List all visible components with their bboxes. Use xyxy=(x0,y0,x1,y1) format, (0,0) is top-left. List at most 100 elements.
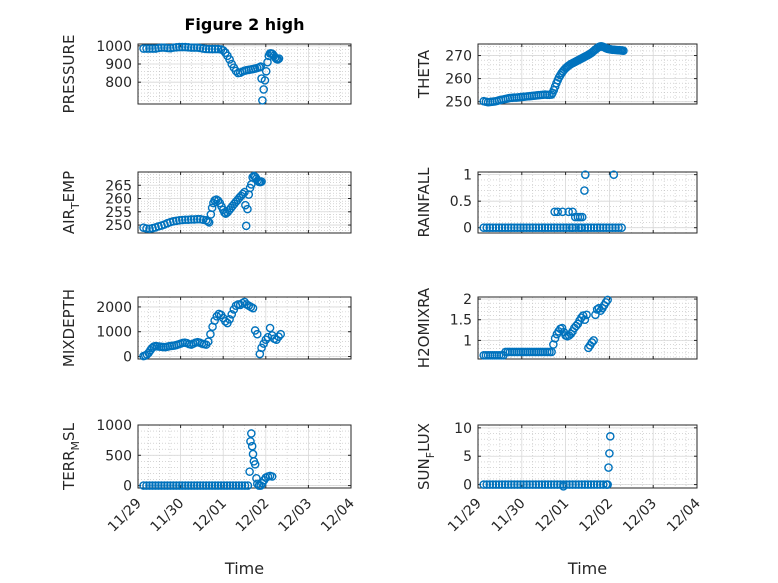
data-point xyxy=(183,215,193,225)
data-point xyxy=(221,317,230,326)
data-point xyxy=(546,223,556,232)
x-axis-label: Time xyxy=(567,559,607,578)
data-point xyxy=(558,207,567,217)
data-point xyxy=(201,481,211,490)
data-point xyxy=(195,481,205,490)
data-point xyxy=(169,481,178,490)
data-point xyxy=(580,223,590,232)
y-axis-label: SUNFLUX xyxy=(415,423,437,490)
data-point xyxy=(169,43,178,52)
data-point xyxy=(145,44,154,53)
data-point xyxy=(528,480,538,489)
y-tick-label: 900 xyxy=(105,57,132,73)
axes-6: 1 1.5 2 H2OMIXRA xyxy=(415,287,698,368)
data-point xyxy=(552,223,562,232)
data-point xyxy=(482,480,492,489)
y-tick-label: 2 xyxy=(463,292,472,308)
axes-box xyxy=(477,296,698,360)
data-point xyxy=(510,223,519,232)
data-point xyxy=(537,223,547,232)
y-tick-label: 0 xyxy=(463,478,472,494)
data-point xyxy=(247,429,256,438)
data-point xyxy=(180,42,190,52)
data-point xyxy=(261,66,271,76)
data-point xyxy=(227,310,237,319)
data-point xyxy=(219,481,229,490)
y-axis-label: TERRMSL xyxy=(60,422,82,491)
data-point xyxy=(506,223,516,232)
data-point xyxy=(525,223,534,232)
data-point xyxy=(172,42,181,52)
data-point xyxy=(240,187,249,197)
axes-8: 0 5 10 SUNFLUX 11/29 11/30 12/01 12/02 12/03 12/0… xyxy=(415,421,704,578)
data-point xyxy=(145,481,154,490)
data-point xyxy=(516,480,525,489)
data-point xyxy=(488,223,498,232)
data-point xyxy=(589,336,598,345)
data-point xyxy=(246,437,255,446)
data-point xyxy=(234,481,244,490)
data-point xyxy=(192,214,202,224)
y-tick-label: 265 xyxy=(105,178,132,194)
y-tick-label: 0 xyxy=(123,479,132,495)
data-point xyxy=(178,215,187,225)
data-point xyxy=(608,223,617,232)
data-point xyxy=(482,223,492,232)
x-tick-label: 11/29 xyxy=(105,496,145,536)
x-tick-label: 11/30 xyxy=(148,496,188,536)
data-point xyxy=(603,480,612,489)
data-point xyxy=(556,223,565,232)
data-point xyxy=(603,295,612,305)
axes-5: 0 1000 2000 MIXDEPTH xyxy=(60,289,352,367)
data-point xyxy=(503,480,513,489)
chart-title: Figure 2 high xyxy=(185,15,305,34)
data-point xyxy=(183,42,193,52)
data-point xyxy=(568,480,577,489)
data-point xyxy=(213,44,223,54)
data-point xyxy=(189,215,199,224)
data-point xyxy=(582,310,591,320)
data-point xyxy=(543,223,553,232)
x-tick-label: 11/29 xyxy=(445,496,485,536)
data-point xyxy=(142,224,151,233)
data-point xyxy=(260,76,270,85)
data-point xyxy=(225,315,234,324)
data-point xyxy=(571,223,580,232)
data-point xyxy=(540,480,550,489)
data-point xyxy=(513,480,522,489)
data-point xyxy=(210,481,220,490)
data-point xyxy=(238,189,248,199)
data-point xyxy=(580,315,590,325)
x-tick-label: 12/02 xyxy=(576,496,616,536)
data-point xyxy=(591,310,600,320)
data-point xyxy=(497,480,507,489)
data-point xyxy=(142,44,151,53)
data-point xyxy=(257,177,266,186)
data-point xyxy=(207,203,217,213)
y-axis-label: PRESSURE xyxy=(60,35,78,114)
axes-box xyxy=(137,43,352,105)
data-point xyxy=(510,480,519,489)
data-point xyxy=(516,223,525,232)
axes-box xyxy=(137,171,352,234)
data-point xyxy=(274,332,283,341)
data-point xyxy=(592,480,602,489)
data-point xyxy=(553,207,563,217)
data-point xyxy=(592,223,602,232)
data-point xyxy=(151,481,160,490)
data-point xyxy=(559,223,568,232)
data-point xyxy=(180,481,190,490)
data-point xyxy=(576,223,586,232)
data-point xyxy=(574,480,584,489)
data-point xyxy=(218,46,228,55)
y-tick-label: 1000 xyxy=(96,39,132,55)
y-tick-label: 255 xyxy=(105,205,132,221)
y-tick-label: 0 xyxy=(463,221,472,237)
data-point xyxy=(261,335,271,344)
data-point xyxy=(172,481,181,490)
data-point xyxy=(479,223,488,232)
data-point xyxy=(485,223,495,232)
data-point xyxy=(598,223,608,232)
